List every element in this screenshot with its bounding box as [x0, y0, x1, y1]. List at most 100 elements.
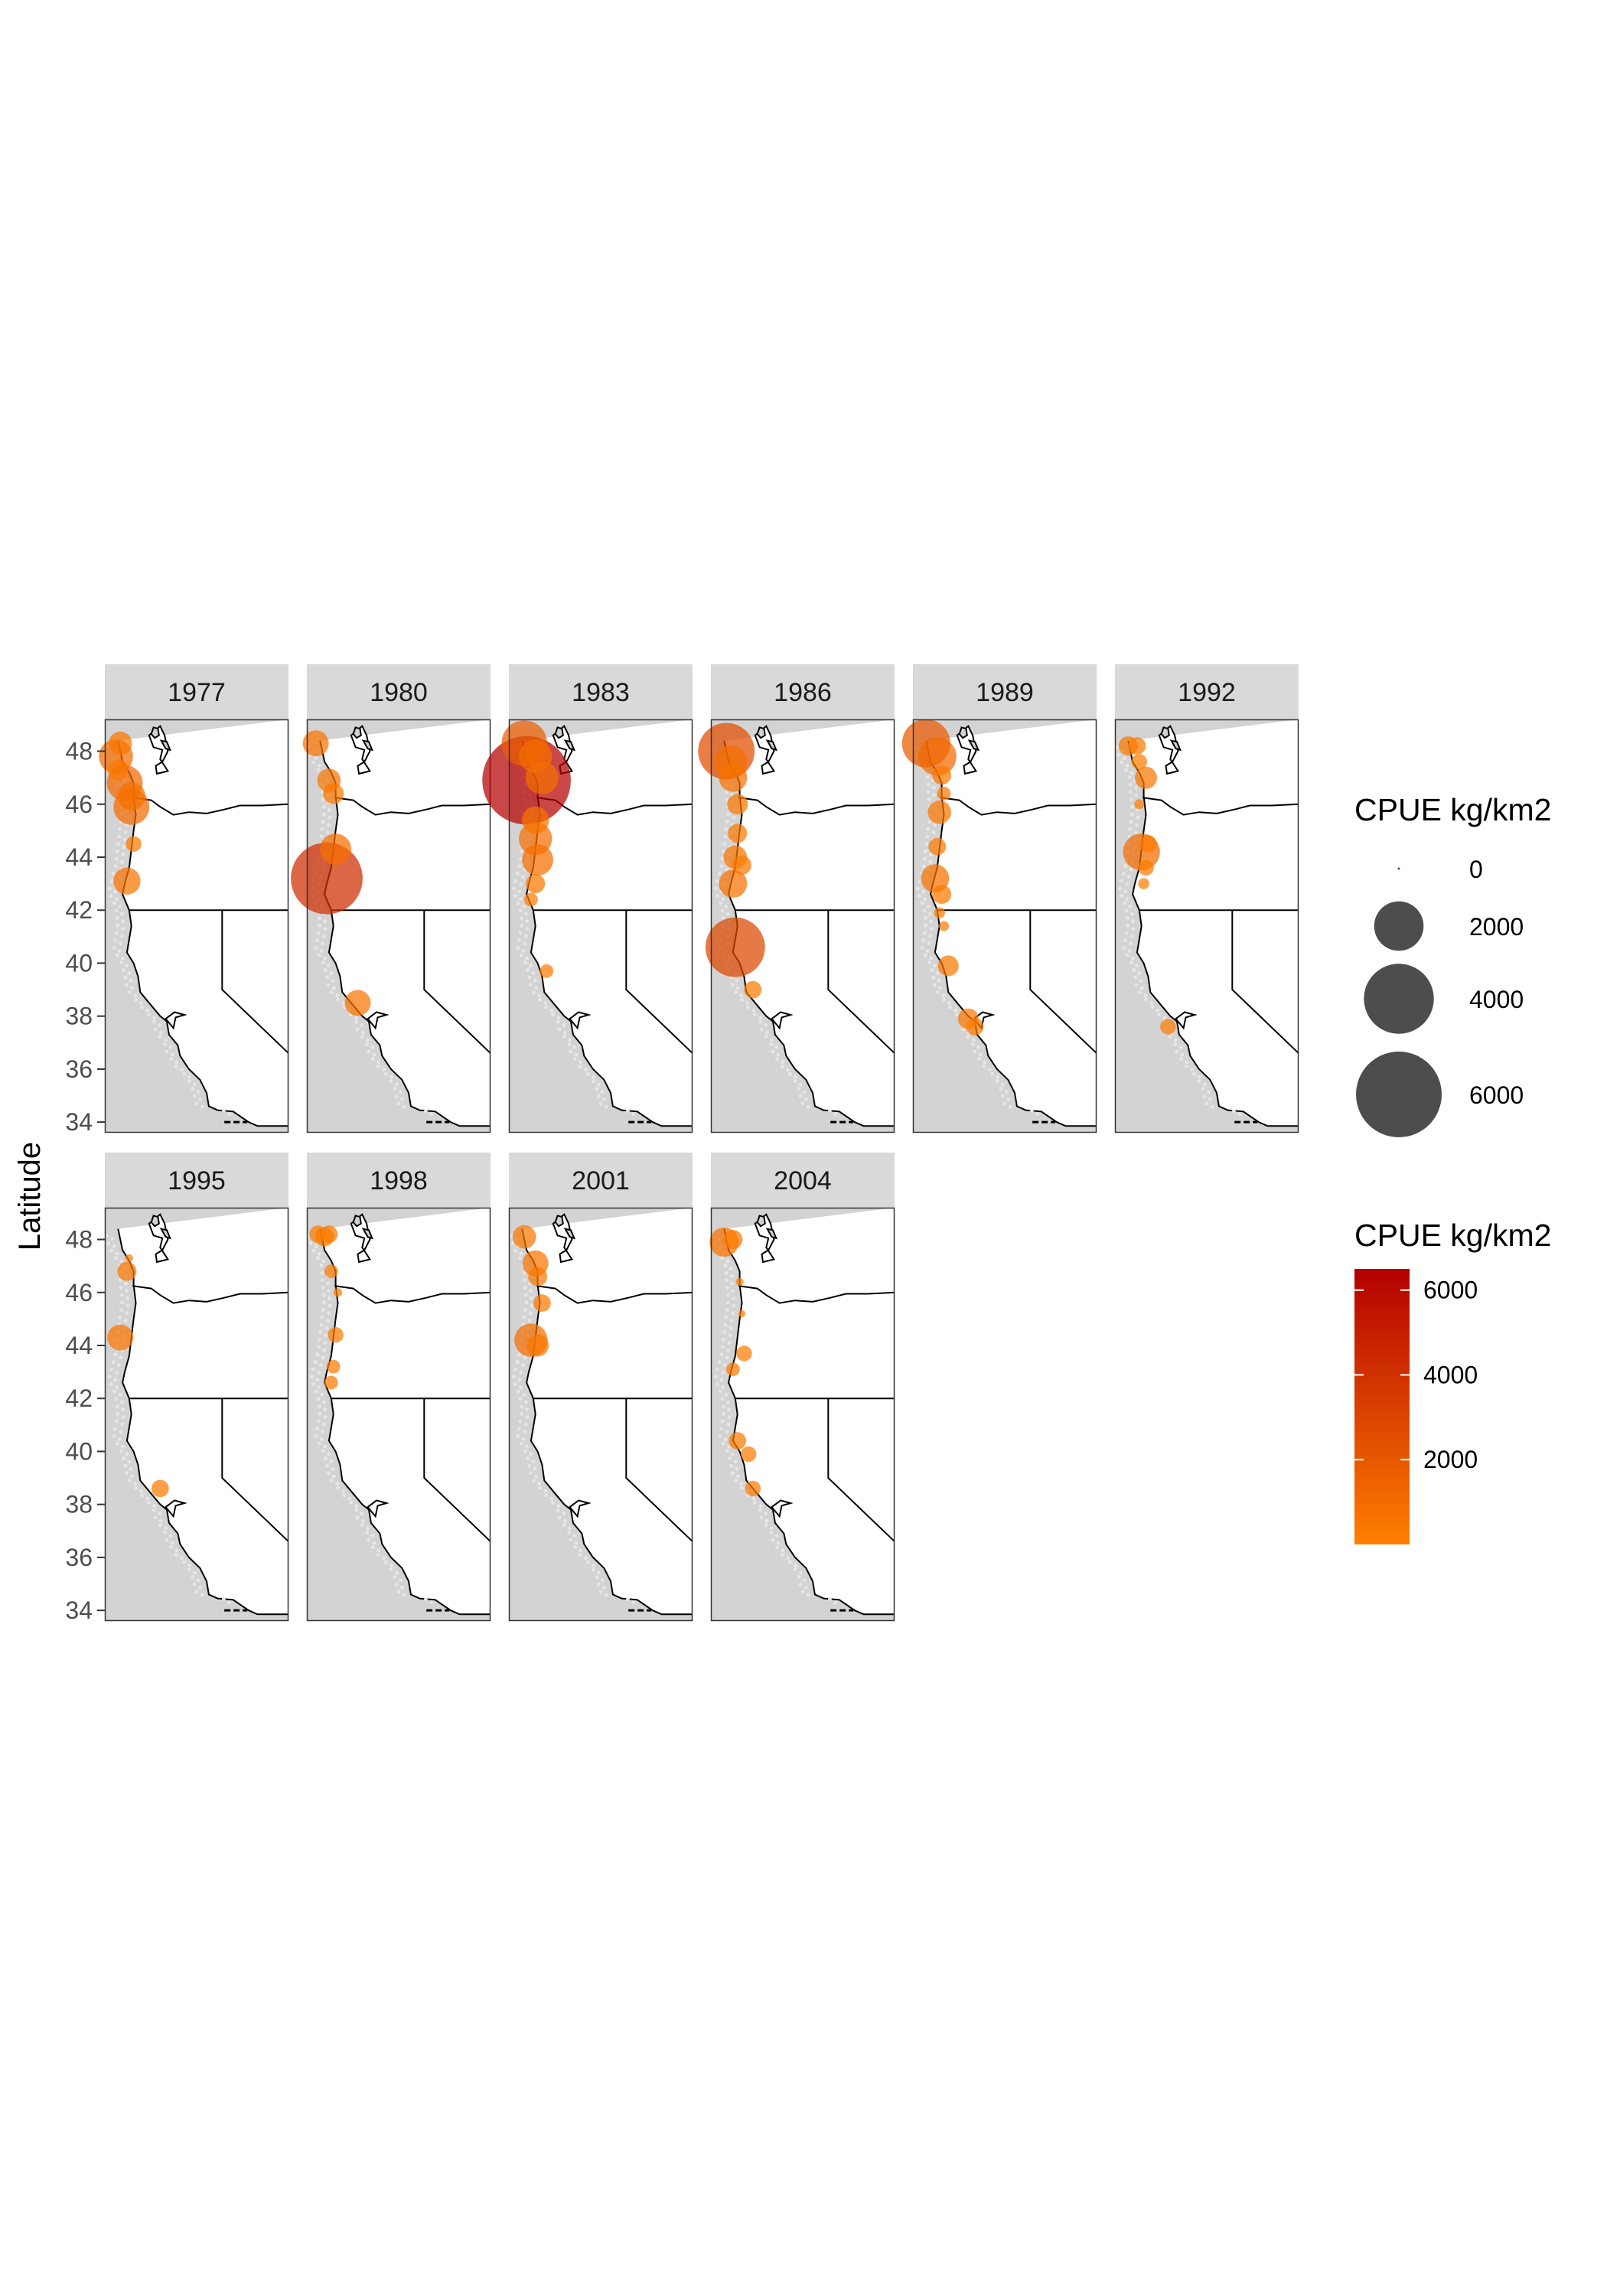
survey-station — [347, 1496, 352, 1501]
survey-station — [569, 1049, 573, 1054]
survey-station — [942, 997, 946, 1002]
facet-panel-1998: 1998 — [306, 1153, 491, 1622]
panel-border — [710, 1207, 895, 1622]
survey-station — [724, 905, 729, 908]
survey-station — [513, 1248, 518, 1253]
survey-station — [118, 827, 122, 831]
cpue-point — [151, 1479, 169, 1498]
survey-station — [723, 834, 728, 839]
survey-station — [793, 1079, 797, 1084]
survey-station — [332, 986, 336, 990]
survey-station — [926, 790, 931, 794]
survey-station — [325, 1319, 330, 1322]
cpue-point — [525, 761, 559, 794]
survey-station — [923, 897, 927, 902]
survey-station — [1192, 1071, 1196, 1076]
survey-station — [758, 1016, 763, 1020]
survey-station — [722, 916, 725, 920]
survey-station — [717, 1360, 722, 1364]
survey-station — [1128, 790, 1133, 794]
survey-station — [775, 1545, 779, 1550]
survey-station — [129, 978, 133, 983]
survey-station — [774, 1045, 779, 1049]
survey-station — [797, 1575, 801, 1579]
survey-station — [584, 1068, 588, 1071]
survey-station — [120, 934, 124, 938]
survey-station — [928, 912, 932, 916]
survey-station — [1180, 1052, 1185, 1057]
survey-station — [371, 1057, 375, 1062]
cpue-point — [932, 885, 952, 904]
survey-station — [522, 1278, 526, 1283]
map-sf-bay — [367, 1499, 390, 1518]
survey-station — [725, 1259, 730, 1264]
map-state-border — [1029, 910, 1097, 1054]
survey-station — [366, 1526, 370, 1531]
survey-station — [726, 1422, 730, 1427]
survey-station — [604, 1104, 608, 1109]
map-island — [361, 1228, 374, 1240]
survey-station — [729, 1319, 734, 1322]
survey-station — [517, 1427, 521, 1431]
survey-station — [192, 1094, 197, 1098]
survey-station — [1115, 745, 1120, 750]
survey-station — [314, 1434, 318, 1438]
survey-station — [600, 1578, 605, 1583]
survey-station — [376, 1548, 381, 1553]
map-island — [958, 726, 968, 739]
cpue-point — [324, 1375, 338, 1390]
survey-station — [771, 1538, 775, 1542]
survey-station — [321, 1286, 325, 1290]
survey-station — [721, 1345, 725, 1349]
map-area — [508, 1207, 693, 1622]
survey-station — [719, 1352, 724, 1357]
survey-station — [1202, 1094, 1207, 1098]
survey-station — [376, 1065, 380, 1068]
survey-station — [1137, 971, 1142, 975]
survey-station — [341, 1489, 346, 1493]
survey-station — [1133, 975, 1138, 980]
survey-station — [798, 1570, 803, 1575]
survey-station — [319, 1322, 324, 1327]
survey-station — [325, 830, 330, 834]
survey-station — [318, 1330, 323, 1335]
survey-station — [311, 1382, 315, 1386]
facet-strip — [1115, 664, 1299, 719]
survey-station — [121, 1415, 125, 1419]
survey-station — [537, 1482, 541, 1486]
survey-station — [320, 1315, 324, 1319]
survey-station — [978, 1052, 983, 1057]
survey-station — [519, 897, 523, 902]
survey-station — [937, 978, 941, 983]
survey-station — [118, 1315, 122, 1319]
survey-station — [924, 923, 928, 928]
survey-station — [1129, 960, 1133, 965]
survey-station — [543, 1489, 548, 1493]
survey-station — [764, 1023, 768, 1027]
survey-station — [751, 1008, 756, 1013]
survey-station — [191, 1575, 195, 1579]
survey-station — [180, 1556, 184, 1560]
survey-station — [520, 1411, 524, 1416]
survey-station — [724, 827, 729, 831]
survey-station — [115, 1441, 119, 1446]
survey-station — [534, 1474, 538, 1479]
survey-station — [315, 938, 319, 943]
survey-station — [933, 823, 937, 827]
survey-station — [926, 782, 931, 787]
survey-station — [798, 1582, 803, 1587]
survey-station — [1004, 1090, 1009, 1094]
survey-station — [335, 1482, 339, 1486]
survey-station — [521, 949, 526, 953]
map-island — [563, 739, 576, 752]
survey-station — [314, 1244, 318, 1248]
survey-station — [310, 1375, 314, 1379]
survey-station — [513, 1367, 517, 1371]
size-legend-key — [1364, 964, 1434, 1034]
y-tick-label: 38 — [65, 1003, 93, 1030]
survey-station — [121, 919, 125, 924]
survey-station — [349, 1501, 353, 1505]
survey-station — [722, 1330, 727, 1335]
survey-station — [320, 1278, 324, 1283]
map-island — [563, 1228, 576, 1240]
